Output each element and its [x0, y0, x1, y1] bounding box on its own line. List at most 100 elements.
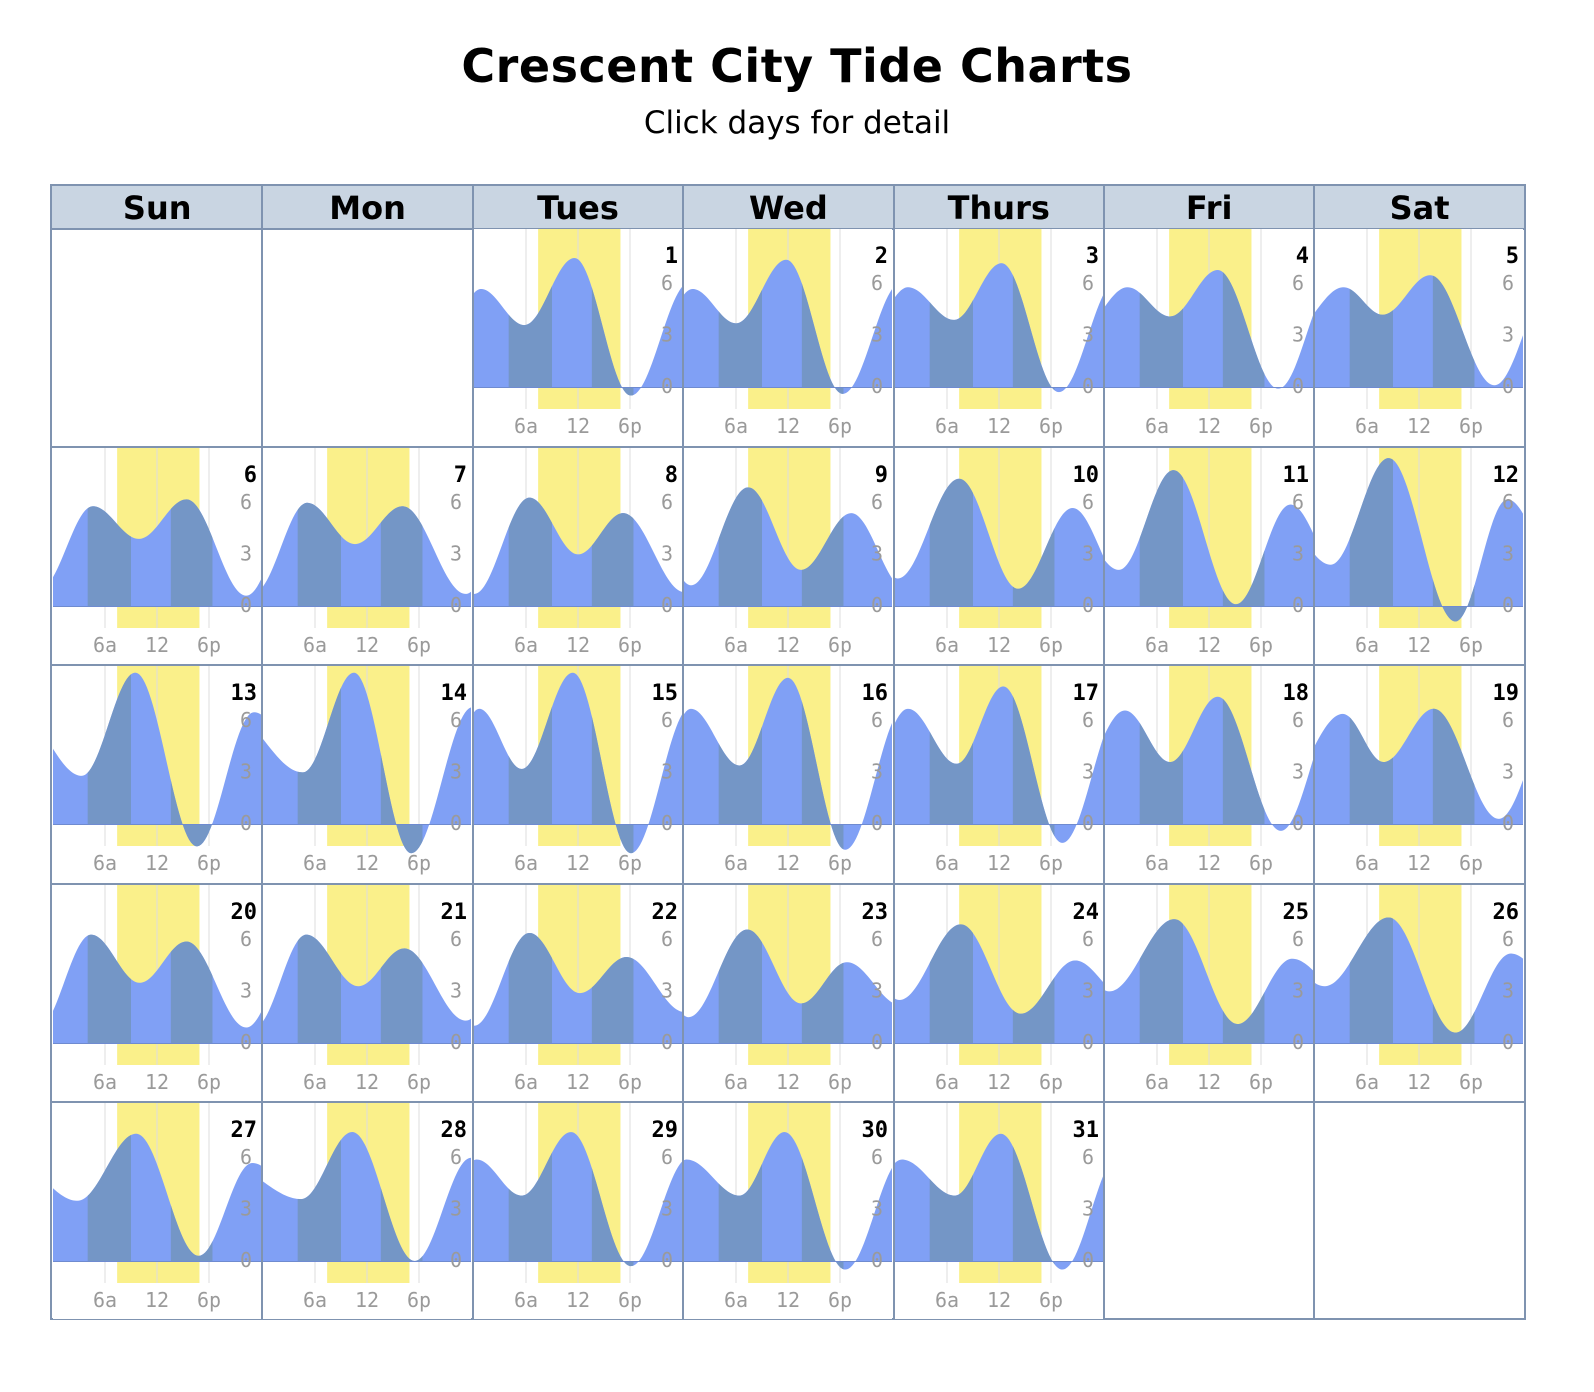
day-cell[interactable]: 0 3 6 6a 12 6p 23 [684, 885, 892, 1101]
grid-line [472, 186, 474, 1318]
y-tick-label: 3 [1292, 759, 1304, 783]
day-cell[interactable]: 0 3 6 6a 12 6p 20 [53, 885, 261, 1101]
day-cell[interactable]: 0 3 6 6a 12 6p 31 [895, 1103, 1103, 1319]
day-cell[interactable]: 0 3 6 6a 12 6p 16 [684, 666, 892, 882]
day-cell[interactable]: 0 3 6 6a 12 6p 1 [474, 229, 682, 445]
day-number: 13 [231, 681, 258, 706]
day-cell[interactable]: 0 3 6 6a 12 6p 5 [1315, 229, 1523, 445]
weekday-header-row: Sun Mon Tues Wed Thurs Fri Sat [52, 186, 1524, 230]
y-tick-label: 6 [661, 1145, 673, 1169]
day-cell[interactable]: 0 3 6 6a 12 6p 10 [895, 448, 1103, 664]
x-tick-label: 6a [724, 851, 748, 875]
day-cell[interactable]: 0 3 6 6a 12 6p 17 [895, 666, 1103, 882]
day-cell[interactable]: 0 3 6 6a 12 6p 3 [895, 229, 1103, 445]
x-tick-label: 12 [355, 1288, 379, 1312]
x-tick-label: 12 [355, 851, 379, 875]
tide-band [380, 502, 423, 606]
x-tick-label: 12 [1407, 633, 1431, 657]
day-cell[interactable]: 0 3 6 6a 12 6p 13 [53, 666, 261, 882]
y-tick-label: 6 [871, 271, 883, 295]
day-cell[interactable]: 0 3 6 6a 12 6p 22 [474, 885, 682, 1101]
day-cell[interactable]: 0 3 6 6a 12 6p 14 [263, 666, 471, 882]
day-number: 10 [1073, 463, 1100, 488]
y-tick-label: 3 [661, 759, 673, 783]
y-tick-label: 0 [1082, 811, 1094, 835]
day-number: 26 [1493, 900, 1520, 925]
x-tick-label: 6a [1145, 633, 1169, 657]
y-tick-label: 0 [240, 1248, 252, 1272]
y-tick-label: 6 [661, 708, 673, 732]
grid-line [1103, 186, 1105, 1318]
day-number: 27 [231, 1118, 258, 1143]
x-tick-label: 12 [776, 1288, 800, 1312]
x-tick-label: 6a [93, 851, 117, 875]
day-cell[interactable]: 0 3 6 6a 12 6p 4 [1105, 229, 1313, 445]
x-tick-label: 6a [724, 633, 748, 657]
tide-chart: 0 3 6 6a 12 6p 29 [474, 1103, 682, 1312]
day-cell[interactable]: 0 3 6 6a 12 6p 2 [684, 229, 892, 445]
day-cell[interactable]: 0 3 6 6a 12 6p 29 [474, 1103, 682, 1319]
y-tick-label: 0 [1502, 811, 1514, 835]
day-cell[interactable]: 0 3 6 6a 12 6p 8 [474, 448, 682, 664]
x-tick-label: 6a [93, 633, 117, 657]
x-tick-label: 12 [355, 633, 379, 657]
x-tick-label: 6p [197, 633, 221, 657]
x-tick-label: 12 [776, 414, 800, 438]
y-tick-label: 3 [1292, 322, 1304, 346]
x-tick-label: 6p [1039, 633, 1063, 657]
day-cell[interactable]: 0 3 6 6a 12 6p 26 [1315, 885, 1523, 1101]
day-cell[interactable]: 0 3 6 6a 12 6p 6 [53, 448, 261, 664]
day-number: 28 [441, 1118, 468, 1143]
x-tick-label: 6a [1355, 1070, 1379, 1094]
y-tick-label: 0 [661, 593, 673, 617]
x-tick-label: 6a [303, 633, 327, 657]
tide-band [1139, 470, 1183, 606]
day-cell[interactable]: 0 3 6 6a 12 6p 27 [53, 1103, 261, 1319]
y-tick-label: 6 [450, 927, 462, 951]
x-tick-label: 12 [1197, 851, 1221, 875]
x-tick-label: 12 [1197, 1070, 1221, 1094]
day-cell[interactable]: 0 3 6 6a 12 6p 24 [895, 885, 1103, 1101]
y-tick-label: 3 [661, 541, 673, 565]
x-tick-label: 6a [1355, 851, 1379, 875]
x-tick-label: 12 [776, 1070, 800, 1094]
x-tick-label: 6a [1355, 414, 1379, 438]
day-cell[interactable]: 0 3 6 6a 12 6p 21 [263, 885, 471, 1101]
x-tick-label: 12 [1407, 851, 1431, 875]
tide-chart: 0 3 6 6a 12 6p 4 [1105, 229, 1313, 438]
day-cell[interactable]: 0 3 6 6a 12 6p 28 [263, 1103, 471, 1319]
day-number: 24 [1073, 900, 1100, 925]
tide-area [895, 686, 1103, 843]
x-tick-label: 6a [303, 1070, 327, 1094]
day-cell[interactable]: 0 3 6 6a 12 6p 25 [1105, 885, 1313, 1101]
y-tick-label: 6 [1502, 708, 1514, 732]
x-tick-label: 6p [1459, 414, 1483, 438]
day-cell[interactable]: 0 3 6 6a 12 6p 19 [1315, 666, 1523, 882]
y-tick-label: 0 [450, 593, 462, 617]
y-tick-label: 6 [871, 708, 883, 732]
tide-chart: 0 3 6 6a 12 6p 10 [895, 448, 1103, 657]
weekday-header: Thurs [947, 189, 1050, 227]
x-tick-label: 6p [1249, 851, 1273, 875]
day-number: 23 [862, 900, 889, 925]
day-cell[interactable]: 0 3 6 6a 12 6p 12 [1315, 448, 1523, 664]
y-tick-label: 3 [1292, 978, 1304, 1002]
x-tick-label: 12 [776, 851, 800, 875]
y-tick-label: 3 [871, 1196, 883, 1220]
day-cell[interactable]: 0 3 6 6a 12 6p 9 [684, 448, 892, 664]
tide-area [474, 1132, 682, 1267]
y-tick-label: 3 [240, 978, 252, 1002]
day-cell[interactable]: 0 3 6 6a 12 6p 7 [263, 448, 471, 664]
y-tick-label: 3 [871, 978, 883, 1002]
x-tick-label: 6p [407, 1288, 431, 1312]
day-cell[interactable]: 0 3 6 6a 12 6p 30 [684, 1103, 892, 1319]
day-cell[interactable]: 0 3 6 6a 12 6p 18 [1105, 666, 1313, 882]
day-cell[interactable]: 0 3 6 6a 12 6p 15 [474, 666, 682, 882]
tide-chart: 0 3 6 6a 12 6p 7 [263, 448, 471, 657]
x-tick-label: 12 [566, 633, 590, 657]
day-cell[interactable]: 0 3 6 6a 12 6p 11 [1105, 448, 1313, 664]
tide-chart: 0 3 6 6a 12 6p 22 [474, 885, 682, 1094]
y-tick-label: 6 [1502, 271, 1514, 295]
y-tick-label: 3 [240, 1196, 252, 1220]
tide-area [684, 1132, 892, 1270]
